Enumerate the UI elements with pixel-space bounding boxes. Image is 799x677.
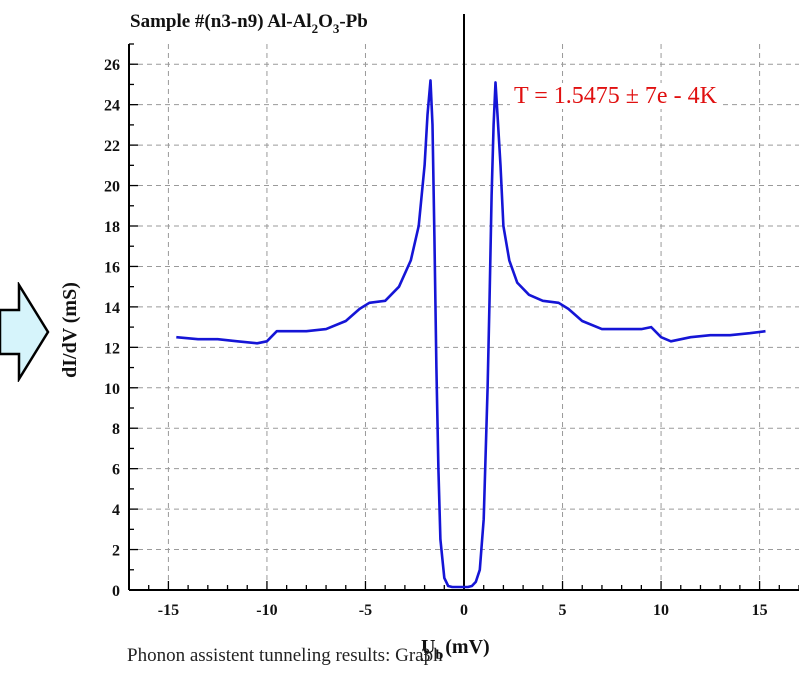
y-tick-label: 26 [104,57,120,74]
y-tick-label: 4 [112,502,120,519]
x-tick-labels: -15 -10 -5 0 5 10 15 [158,602,768,619]
y-tick-label: 12 [104,340,120,357]
y-tick-label: 6 [112,462,120,479]
right-arrow-icon [0,280,52,384]
x-tick-label: 0 [460,602,468,619]
x-tick-label: -10 [256,602,277,619]
slide-number: 3 [421,645,431,666]
slide-caption: Phonon assistent tunneling results: Grap… [127,645,443,666]
x-tick-label: -5 [359,602,372,619]
y-tick-label: 0 [112,583,120,600]
x-tick-label: 5 [559,602,567,619]
y-tick-label: 24 [104,98,120,115]
chart-title: Sample #(n3-n9) Al-Al2O3-Pb [130,11,368,36]
y-tick-label: 22 [104,138,120,155]
annotation-background [510,83,722,109]
y-tick-label: 20 [104,179,120,196]
y-tick-label: 18 [104,219,120,236]
x-tick-label: 15 [752,602,768,619]
series-line [176,79,766,589]
y-tick-label: 10 [104,381,120,398]
x-tick-label: -15 [158,602,179,619]
temperature-annotation: T = 1.5475 ± 7e - 4K [514,83,718,109]
y-axis-label: dI/dV (mS) [59,282,81,378]
x-axis-label: Ub (mV) [421,636,490,663]
minor-ticks [128,43,799,591]
y-tick-label: 14 [104,300,120,317]
y-tick-label: 8 [112,421,120,438]
x-tick-label: 10 [653,602,669,619]
y-tick-label: 2 [112,543,120,560]
y-tick-label: 16 [104,259,120,276]
